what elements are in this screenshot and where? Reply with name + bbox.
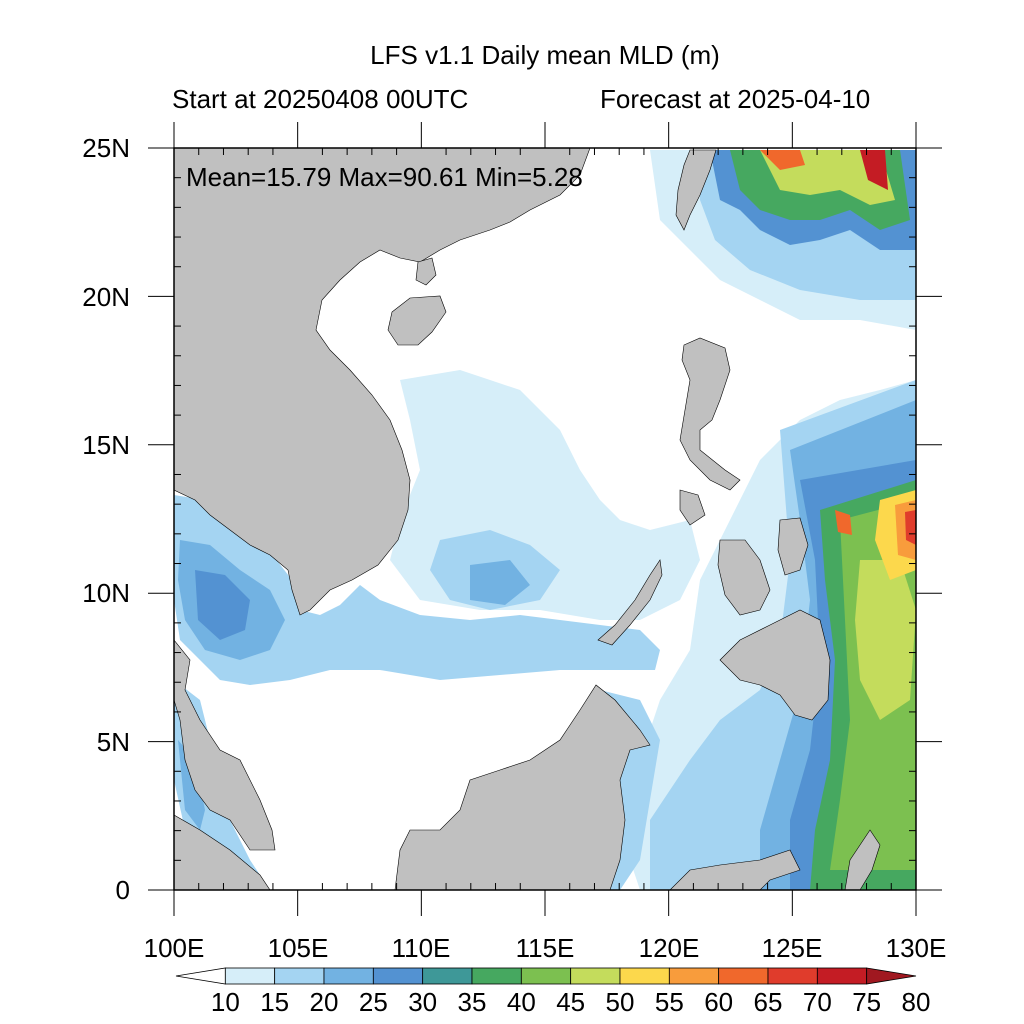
colorbar-swatch xyxy=(619,967,670,985)
colorbar-swatch xyxy=(224,967,276,985)
colorbar-level-label: 80 xyxy=(901,987,931,1017)
land-mindanao xyxy=(719,609,831,721)
land-leizhou xyxy=(415,257,437,286)
colorbar-swatch xyxy=(422,967,473,985)
lon-tick-label: 100E xyxy=(143,933,205,963)
colorbar-swatch xyxy=(668,967,720,985)
land-visayas xyxy=(717,539,771,616)
axis-ticks xyxy=(148,122,942,916)
land-malay-peninsula xyxy=(174,639,276,851)
lon-tick-label: 120E xyxy=(638,933,700,963)
map-plot-area xyxy=(174,148,916,890)
lat-tick-label: 10N xyxy=(82,578,130,608)
colorbar-swatch xyxy=(323,967,374,985)
lat-tick-label: 20N xyxy=(82,282,130,312)
colorbar-level-label: 70 xyxy=(802,987,832,1017)
colorbar-level-label: 45 xyxy=(556,987,586,1017)
mld-philippine-sea-50 xyxy=(855,560,916,720)
land-hainan xyxy=(387,295,447,346)
mld-gulf-thailand-15 xyxy=(174,495,660,685)
colorbar-swatch xyxy=(816,967,868,985)
mld-scs-25-patch xyxy=(470,560,530,605)
colorbar-level-label: 40 xyxy=(506,987,536,1017)
colorbar-level-label: 20 xyxy=(309,987,339,1017)
land-sumatra xyxy=(174,814,271,890)
colorbar-swatch xyxy=(767,967,818,985)
lon-tick-label: 105E xyxy=(267,933,329,963)
land-mindoro xyxy=(679,489,706,526)
forecast-date-label: Forecast at 2025-04-10 xyxy=(600,84,871,114)
colorbar-level-label: 10 xyxy=(210,987,240,1017)
lat-tick-label: 5N xyxy=(96,727,130,757)
land-palawan xyxy=(597,559,663,646)
colorbar-swatch xyxy=(372,967,424,985)
mld-philippine-sea-70 xyxy=(905,510,916,545)
colorbar-level-label: 65 xyxy=(753,987,783,1017)
colorbar-level-label: 30 xyxy=(408,987,438,1017)
lon-tick-label: 115E xyxy=(515,933,575,963)
lon-tick-label: 110E xyxy=(391,933,451,963)
colorbar-swatch xyxy=(520,967,572,985)
colorbar-swatch xyxy=(471,967,522,985)
colorbar-level-label: 35 xyxy=(457,987,487,1017)
mld-malay-coast-25 xyxy=(178,740,205,830)
colorbar xyxy=(175,967,917,985)
land-borneo xyxy=(394,684,651,890)
colorbar-level-label: 50 xyxy=(605,987,635,1017)
colorbar-level-label: 25 xyxy=(358,987,388,1017)
land-halmahera xyxy=(844,829,881,890)
chart-title: LFS v1.1 Daily mean MLD (m) xyxy=(370,40,720,70)
land-taiwan xyxy=(675,149,717,231)
colorbar-swatch xyxy=(274,967,325,985)
lon-tick-label: 125E xyxy=(761,933,823,963)
colorbar-swatch xyxy=(718,967,769,985)
colorbar-swatch xyxy=(866,967,917,985)
colorbar-level-label: 75 xyxy=(852,987,882,1017)
stats-label: Mean=15.79 Max=90.61 Min=5.28 xyxy=(186,162,583,192)
land-luzon xyxy=(679,337,741,491)
land-sulawesi xyxy=(669,849,801,890)
mld-east-patch-65 xyxy=(835,510,852,535)
lon-tick-label: 130E xyxy=(885,933,947,963)
lat-tick-label: 15N xyxy=(82,430,130,460)
start-time-label: Start at 20250408 00UTC xyxy=(172,84,469,114)
mld-kuroshio-65 xyxy=(760,150,805,170)
mld-gulf-thailand-30 xyxy=(195,570,250,640)
colorbar-swatch xyxy=(570,967,621,985)
land-masses xyxy=(174,148,881,890)
land-indochina xyxy=(174,148,591,616)
mld-kuroshio-75 xyxy=(860,150,888,190)
colorbar-level-label: 15 xyxy=(260,987,290,1017)
land-samar xyxy=(777,517,809,576)
colorbar-level-label: 55 xyxy=(654,987,684,1017)
colorbar-level-label: 60 xyxy=(704,987,734,1017)
lat-tick-label: 0 xyxy=(115,875,130,905)
lat-tick-label: 25N xyxy=(82,133,130,163)
colorbar-swatch xyxy=(175,967,226,985)
